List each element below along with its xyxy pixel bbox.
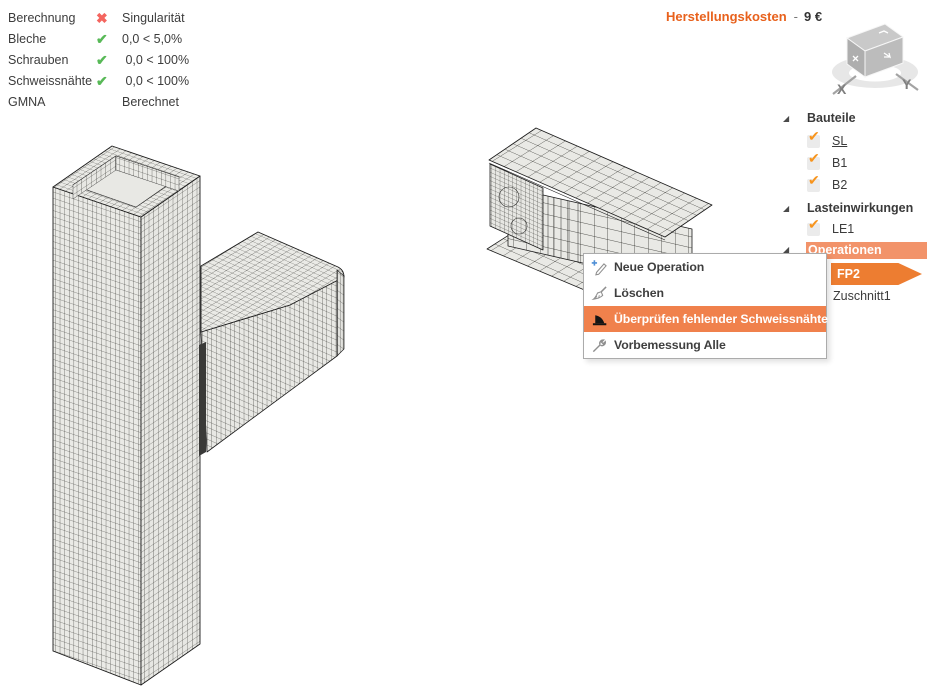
broom-icon: [584, 285, 614, 302]
checkbox-b1[interactable]: ✔: [807, 151, 820, 170]
tree-item-b1[interactable]: B1: [832, 156, 848, 170]
status-value: Berechnet: [122, 94, 179, 109]
beam2-flange-edge: [488, 162, 666, 241]
context-menu: Neue Operation Löschen Überprüfen fehlen…: [583, 253, 828, 359]
wrench-icon: [584, 337, 614, 354]
column-right-face: [140, 175, 201, 686]
beam-top-face: [200, 231, 345, 333]
tree-group-lasteinwirkungen[interactable]: Lasteinwirkungen: [807, 201, 914, 215]
model-tree-panel: ◢ Bauteile ✔ SL ✔ B1 ✔ B2 ◢ Lasteinwirku…: [780, 105, 927, 315]
check-icon: ✔: [808, 150, 820, 166]
status-label: Schweissnähte: [8, 73, 93, 88]
check-icon: ✔: [96, 51, 108, 68]
beam-end-cut: [336, 269, 345, 357]
checkbox-b2[interactable]: ✔: [807, 173, 820, 192]
tree-item-le1[interactable]: LE1: [832, 222, 855, 236]
menu-item-label: Überprüfen fehlender Schweissnähte: [614, 312, 828, 326]
menu-item-loeschen[interactable]: Löschen: [584, 280, 826, 306]
cost-label: Herstellungskosten: [666, 9, 787, 24]
cost-separator: -: [793, 9, 798, 24]
check-icon: ✔: [96, 30, 108, 47]
status-row-schweissnaehte[interactable]: Schweissnähte ✔ 0,0 < 100%: [8, 70, 189, 91]
status-row-schrauben[interactable]: Schrauben ✔ 0,0 < 100%: [8, 49, 189, 70]
x-axis-arrow: [832, 75, 857, 95]
menu-item-neue-operation[interactable]: Neue Operation: [584, 254, 826, 280]
status-label: Schrauben: [8, 52, 69, 67]
beam2-end-plate: [489, 163, 544, 251]
tree-item-zuschnitt1[interactable]: Zuschnitt1: [833, 289, 891, 303]
expander-icon[interactable]: ◢: [783, 204, 790, 213]
tree-item-sl[interactable]: SL: [832, 134, 848, 148]
check-icon: ✔: [808, 216, 820, 232]
check-icon: ✔: [96, 72, 108, 89]
check-icon: ✔: [808, 172, 820, 188]
status-value: 0,0 < 100%: [122, 52, 190, 67]
view-cube[interactable]: X Y: [832, 23, 919, 97]
checkbox-sl[interactable]: ✔: [807, 129, 820, 148]
status-value: 0,0 < 100%: [122, 73, 190, 88]
expander-icon[interactable]: ◢: [783, 114, 790, 123]
end-plate-refinement-circle-2: [510, 217, 528, 235]
menu-item-vorbemessung-alle[interactable]: Vorbemessung Alle: [584, 332, 826, 358]
menu-item-ueberpruefen-schweissnaehte[interactable]: Überprüfen fehlender Schweissnähte: [584, 306, 828, 332]
status-row-bleche[interactable]: Bleche ✔ 0,0 < 5,0%: [8, 28, 189, 49]
checkbox-le1[interactable]: ✔: [807, 217, 820, 236]
menu-item-label: Löschen: [614, 286, 664, 300]
tree-group-bauteile[interactable]: Bauteile: [807, 111, 856, 125]
status-panel: Berechnung ✖ Singularität Bleche ✔ 0,0 <…: [8, 7, 189, 112]
cost-value: 9 €: [804, 9, 823, 24]
column-inner-wall-right: [115, 155, 180, 192]
status-row-berechnung[interactable]: Berechnung ✖ Singularität: [8, 7, 189, 28]
weld-icon: [584, 311, 614, 328]
menu-item-label: Vorbemessung Alle: [614, 338, 726, 352]
expander-icon[interactable]: ◢: [783, 245, 790, 254]
status-value: Singularität: [122, 10, 185, 25]
tree-item-b2[interactable]: B2: [832, 178, 848, 192]
model-main-joint[interactable]: [52, 145, 345, 686]
check-icon: ✔: [808, 128, 820, 144]
error-icon: ✖: [96, 9, 108, 26]
weld-seam: [199, 342, 206, 456]
column-left-face: [52, 186, 142, 686]
status-row-gmna[interactable]: GMNA Berechnet: [8, 91, 189, 112]
end-plate-refinement-circle-1: [498, 186, 520, 208]
y-axis-label: Y: [902, 76, 912, 92]
status-label: Berechnung: [8, 10, 76, 25]
status-label: Bleche: [8, 31, 47, 46]
beam2-web-refinement-lines: [547, 196, 579, 262]
status-value: 0,0 < 5,0%: [122, 31, 183, 46]
x-axis-label: X: [837, 81, 847, 97]
view-cube-face-arrows: [852, 30, 892, 62]
y-axis-arrow: [895, 73, 919, 91]
manufacturing-cost-indicator: Herstellungskosten - 9 €: [666, 9, 822, 24]
tree-item-fp2-selected[interactable]: FP2: [831, 263, 922, 285]
new-operation-pencil-icon: [584, 259, 614, 276]
menu-item-label: Neue Operation: [614, 260, 705, 274]
status-label: GMNA: [8, 94, 46, 109]
beam2-top-flange: [488, 127, 713, 238]
